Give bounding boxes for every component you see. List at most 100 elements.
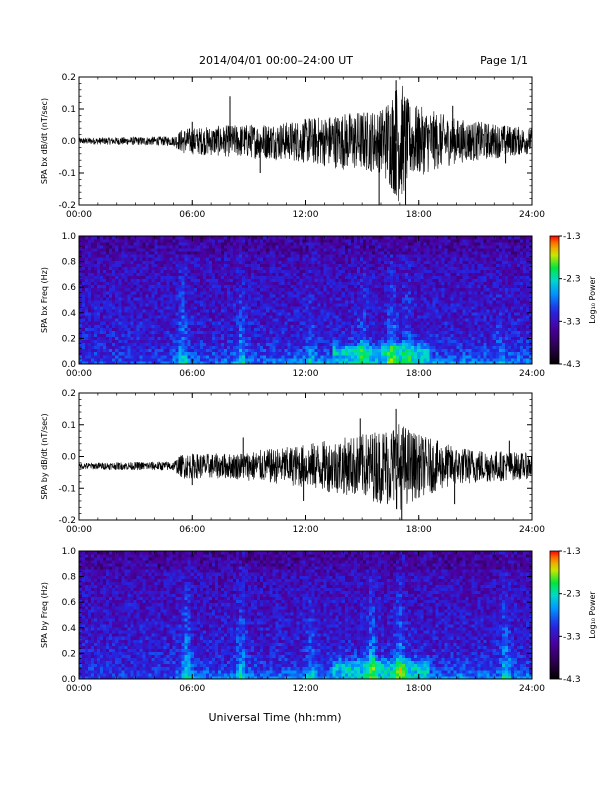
spectrogram-cell [160, 281, 164, 286]
spectrogram-cell [163, 327, 167, 331]
spectrogram-cell [356, 318, 361, 322]
spectrogram-cell [233, 336, 237, 341]
spectrogram-cell [320, 357, 325, 362]
spectrogram-cell [181, 342, 186, 347]
spectrogram-cell [269, 242, 273, 246]
spectrogram-cell [160, 348, 164, 353]
spectrogram-cell [399, 239, 403, 243]
spectrogram-cell [148, 336, 152, 341]
spectrogram-cell [405, 254, 409, 258]
spectrogram-cell [305, 275, 309, 280]
spectrogram-cell [272, 287, 276, 292]
spectrogram-cell [106, 354, 110, 359]
spectrogram-cell [133, 284, 137, 289]
spectrogram-cell [160, 303, 164, 307]
spectrogram-cell [263, 293, 267, 298]
spectrogram-cell [287, 360, 291, 365]
spectrogram-cell [269, 248, 273, 252]
spectrogram-cell [405, 303, 409, 307]
spectrogram-cell [281, 303, 285, 307]
spectrogram-cell [362, 263, 367, 267]
spectrogram-cell [402, 342, 406, 347]
spectrogram-cell [136, 306, 140, 310]
spectrogram-cell [91, 312, 95, 316]
spectrogram-cell [344, 300, 349, 304]
spectrogram-cell [329, 336, 334, 341]
spectrogram-cell [109, 354, 113, 359]
spectrogram-cell [199, 339, 204, 344]
spectrogram-cell [311, 290, 315, 295]
spectrogram-cell [254, 318, 258, 322]
spectrogram-cell [381, 245, 385, 249]
spectrogram-cell [233, 342, 237, 347]
spectrogram-cell [106, 303, 110, 307]
spectrogram-cell [387, 309, 391, 313]
spectrogram-cell [211, 345, 216, 350]
spectrogram-cell [157, 339, 161, 344]
spectrogram-cell [371, 269, 376, 273]
spectrogram-cell [163, 266, 167, 270]
spectrogram-cell [239, 281, 243, 286]
spectrogram-cell [396, 245, 400, 249]
spectrogram-cell [184, 260, 189, 264]
spectrogram-cell [287, 290, 291, 295]
spectrogram-cell [178, 300, 183, 304]
spectrogram-cell [332, 312, 337, 316]
spectrogram-cell [293, 272, 297, 277]
spectrogram-cell [220, 360, 225, 365]
spectrogram-cell [399, 315, 403, 319]
spectrogram-cell [308, 318, 312, 322]
spectrogram-cell [317, 306, 321, 310]
spectrogram-cell [387, 287, 391, 292]
spectrogram-cell [405, 315, 409, 319]
spectrogram-cell [426, 345, 430, 350]
spectrogram-cell [251, 354, 255, 359]
spectrogram-cell [296, 290, 300, 295]
spectrogram-cell [272, 312, 276, 316]
spectrogram-cell [233, 360, 237, 365]
spectrogram-cell [193, 245, 198, 249]
spectrogram-cell [344, 293, 349, 298]
spectrogram-cell [205, 272, 210, 277]
spectrogram-cell [211, 357, 216, 362]
spectrogram-cell [82, 318, 86, 322]
spectrogram-cell [136, 278, 140, 283]
spectrogram-cell [290, 287, 294, 292]
spectrogram-cell [284, 309, 288, 313]
spectrogram-cell [257, 309, 261, 313]
spectrogram-cell [257, 266, 261, 270]
spectrogram-cell [323, 269, 328, 273]
spectrogram-cell [266, 272, 270, 277]
spectrogram-cell [151, 354, 155, 359]
spectrogram-cell [344, 248, 349, 252]
spectrogram-cell [417, 318, 421, 322]
spectrogram-cell [202, 269, 207, 273]
spectrogram-cell [214, 318, 219, 322]
spectrogram-cell [217, 312, 222, 316]
spectrogram-cell [420, 336, 424, 341]
spectrogram-cell [254, 281, 258, 286]
spectrogram-cell [196, 303, 201, 307]
spectrogram-cell [402, 348, 406, 353]
spectrogram-cell [356, 254, 361, 258]
spectrogram-cell [302, 263, 306, 267]
spectrogram-cell [248, 269, 252, 273]
spectrogram-cell [142, 300, 146, 304]
spectrogram-cell [257, 278, 261, 283]
spectrogram-cell [368, 339, 373, 344]
spectrogram-cell [196, 306, 201, 310]
spectrogram-cell [344, 333, 349, 337]
spectrogram-cell [390, 272, 394, 277]
spectrogram-cell [193, 315, 198, 319]
spectrogram-cell [387, 293, 391, 298]
spectrogram-cell [157, 278, 161, 283]
spectrogram-cell [127, 278, 131, 283]
spectrogram-cell [423, 312, 427, 316]
spectrogram-cell [199, 293, 204, 298]
spectrogram-cell [181, 287, 186, 292]
spectrogram-cell [284, 339, 288, 344]
spectrogram-cell [299, 309, 303, 313]
spectrogram-cell [423, 315, 427, 319]
spectrogram-cell [396, 360, 400, 365]
spectrogram-cell [284, 290, 288, 295]
